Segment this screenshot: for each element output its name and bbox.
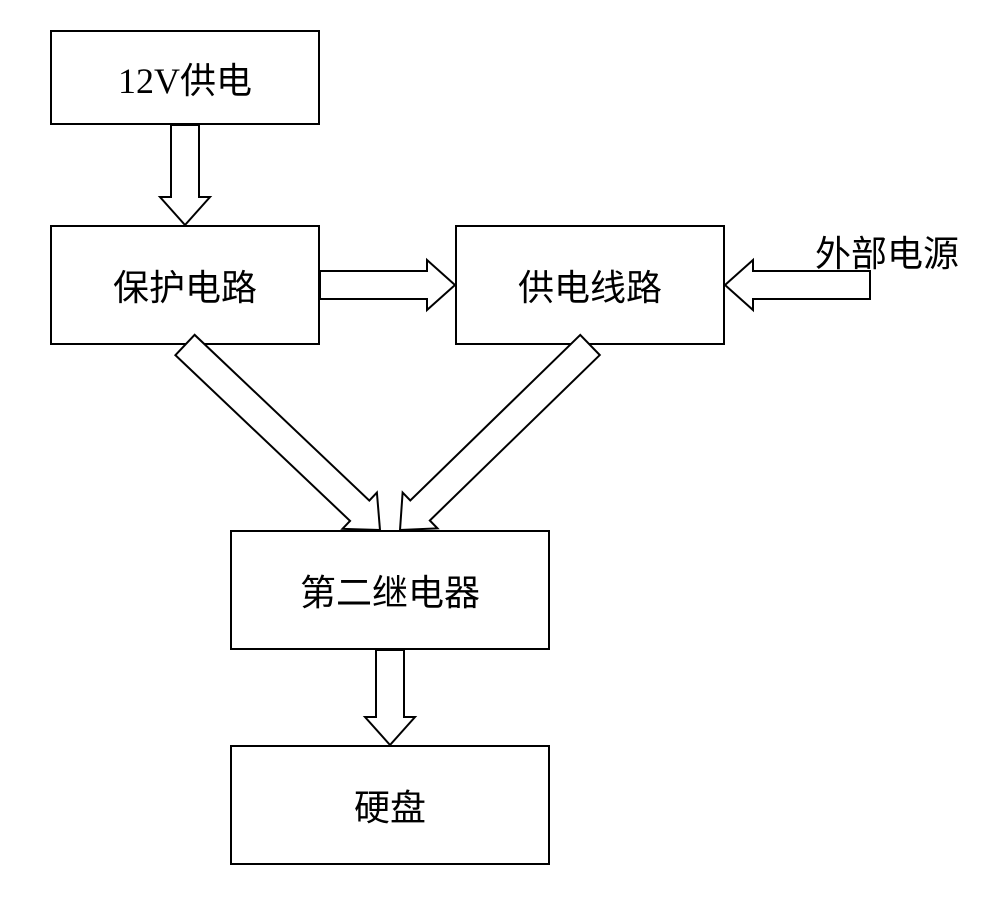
- arrow-external-to-supply: [725, 260, 870, 310]
- arrow-12v-to-protection: [160, 125, 210, 225]
- arrow-protection-to-relay: [175, 335, 380, 530]
- arrow-relay-to-disk: [365, 650, 415, 745]
- diagram-canvas: 12V供电 保护电路 供电线路 第二继电器 硬盘 外部电源: [0, 0, 1000, 919]
- arrow-protection-to-supply: [320, 260, 455, 310]
- arrows-layer: [0, 0, 1000, 919]
- arrow-supply-to-relay: [400, 335, 600, 530]
